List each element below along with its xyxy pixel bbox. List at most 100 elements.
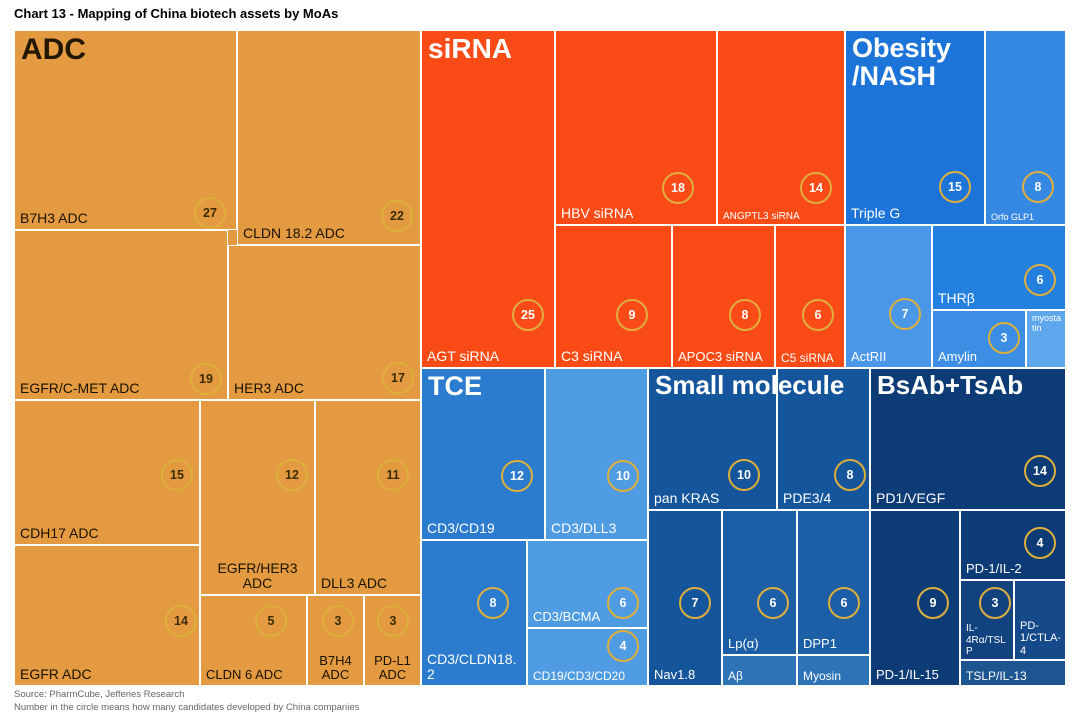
cell-nav1.8: Nav1.8 7 [648,510,722,686]
cell-myosin: Myosin [797,655,870,686]
cell-thr: THRβ 6 [932,225,1066,310]
count-circle: 6 [757,587,789,619]
cell-egfr-her3-adc: EGFR/HER3 ADC 12 [200,400,315,595]
count-circle: 12 [276,459,308,491]
cell-label: ActRII [851,349,887,365]
cell-label: AGT siRNA [427,348,500,365]
count-circle: 7 [679,587,711,619]
section-bsab-tsab: PD1/VEGF 14 PD-1/IL-15 9 PD-1/IL-2 4 IL-4Rα/TS… [870,368,1066,686]
count-circle: 3 [988,322,1020,354]
cell-label: HER3 ADC [234,380,305,397]
cell-actrii: ActRII 7 [845,225,932,368]
count-circle: 18 [662,172,694,204]
cell-pd-1-il-2: PD-1/IL-2 4 [960,510,1066,580]
cell-dll3-adc: DLL3 ADC 11 [315,400,421,595]
cell-pde3-4: PDE3/4 8 [777,368,870,510]
cell-label: APOC3 siRNA [678,349,763,365]
cell-label: PD-1/CTLA-4 [1020,620,1061,657]
count-circle: 15 [161,459,193,491]
cell-label: CD19/CD3/CD20 [533,668,626,683]
count-circle: 9 [917,587,949,619]
count-circle: 3 [979,587,1011,619]
cell-cd19-cd3-cd20: CD19/CD3/CD20 4 [527,628,648,686]
cell-label: CD3/BCMA [533,609,601,625]
count-circle: 17 [382,362,414,394]
cell-label: Aβ [728,668,743,683]
count-circle: 14 [1024,455,1056,487]
cell-label: HBV siRNA [561,205,634,222]
cell-il-4r-tslp: IL-4Rα/TSLP 3 [960,580,1014,660]
count-circle: 5 [255,605,287,637]
section-tce: CD3/CD19 12 CD3/DLL3 10 CD3/CLDN18.2 8 CD3/BCM… [421,368,648,686]
count-circle: 10 [607,460,639,492]
cell-label: DLL3 ADC [321,575,388,592]
cell-tslp-il-13: TSLP/IL-13 [960,660,1066,686]
count-circle: 22 [381,200,413,232]
cell-label: C3 siRNA [561,348,623,365]
count-circle: 15 [939,171,971,203]
cell-label: Amylin [938,349,978,365]
cell-cldn-6-adc: CLDN 6 ADC 5 [200,595,307,686]
cell-cd3-cldn18.2: CD3/CLDN18.2 8 [421,540,527,686]
cell-label: myostatin [1032,313,1062,334]
source-note: Source: PharmCube, Jefferies Research [14,689,185,700]
cell-label: ANGPTL3 siRNA [723,210,800,222]
cell-label: CDH17 ADC [20,525,99,542]
cell-pd1-vegf: PD1/VEGF 14 [870,368,1066,510]
cell-label: CLDN 6 ADC [206,667,283,683]
cell-label: C5 siRNA [781,350,834,365]
count-circle: 19 [190,363,222,395]
count-circle: 10 [728,459,760,491]
cell-pan-kras: pan KRAS 10 [648,368,777,510]
cell-cdh17-adc: CDH17 ADC 15 [14,400,200,545]
cell-amylin: Amylin 3 [932,310,1026,368]
cell-label: Myosin [803,668,842,683]
cell-lp: Lp(α) 6 [722,510,797,655]
section-obesity-nash: Triple G 15 Orfo GLP1 8 ActRII 7 THRβ 6 Amylin 3 m… [845,30,1066,368]
cell-c5-sirna: C5 siRNA 6 [775,225,845,368]
count-circle: 8 [729,299,761,331]
cell-label: Triple G [851,205,901,222]
footer: Source: PharmCube, Jefferies Research Nu… [14,689,359,715]
count-circle: 8 [477,587,509,619]
cell-label: CD3/CD19 [427,520,495,537]
cell-b7h4-adc: B7H4 ADC 3 [307,595,364,686]
count-circle: 14 [800,172,832,204]
count-circle: 9 [616,299,648,331]
count-circle: 8 [834,459,866,491]
cell-pd-1-il-15: PD-1/IL-15 9 [870,510,960,686]
cell-pd-l1-adc: PD-L1 ADC 3 [364,595,421,686]
cell-label: PD1/VEGF [876,490,946,507]
cell-triple-g: Triple G 15 [845,30,985,225]
cell-label: pan KRAS [654,490,720,507]
cell-label: THRβ [938,290,975,307]
chart-title: Chart 13 - Mapping of China biotech asse… [14,6,339,21]
count-circle: 4 [1024,527,1056,559]
cell-label: IL-4Rα/TSLP [966,623,1006,657]
cell-label: EGFR/HER3 ADC [217,559,298,592]
section-small-molecule: pan KRAS 10 PDE3/4 8 Nav1.8 7 Lp(α) 6 Aβ DPP1 6 Myo… [648,368,870,686]
count-circle: 11 [377,459,409,491]
count-circle: 27 [194,197,226,229]
count-circle: 3 [322,605,354,637]
cell-egfr-adc: EGFR ADC 14 [14,545,200,686]
cell-b7h3-adc: B7H3 ADC 27 [14,30,237,230]
count-circle: 6 [802,299,834,331]
section-sirna: AGT siRNA 25 HBV siRNA 18 ANGPTL3 siRNA 14 C3 … [421,30,845,368]
cell-label: CD3/CLDN18.2 [427,650,517,683]
count-circle: 25 [512,299,544,331]
cell-label: CD3/DLL3 [551,520,617,537]
cell-myostatin: myostatin [1026,310,1066,368]
cell-angptl3-sirna: ANGPTL3 siRNA 14 [717,30,845,225]
cell-label: B7H3 ADC [20,210,88,227]
cell-label: Lp(α) [728,636,759,652]
count-circle: 6 [828,587,860,619]
cell-c3-sirna: C3 siRNA 9 [555,225,672,368]
cell-label: DPP1 [803,636,837,652]
count-circle: 4 [607,630,639,662]
cell-a: Aβ [722,655,797,686]
cell-cd3-cd19: CD3/CD19 12 [421,368,545,540]
cell-agt-sirna: AGT siRNA 25 [421,30,555,368]
cell-orfo-glp1: Orfo GLP1 8 [985,30,1066,225]
count-circle: 6 [607,587,639,619]
